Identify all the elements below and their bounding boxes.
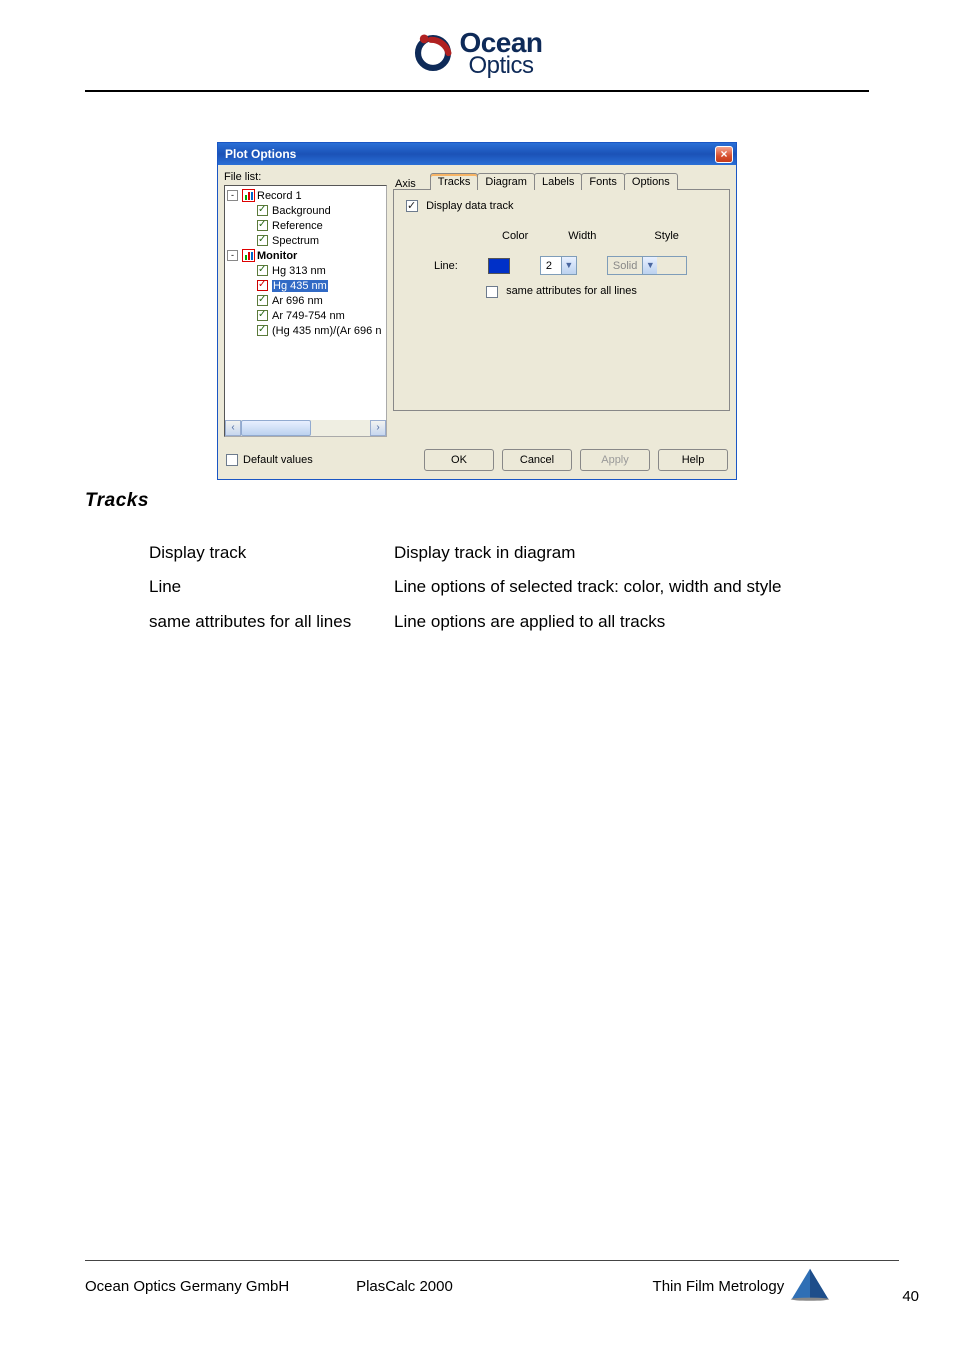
definition-term: Display track bbox=[149, 542, 394, 564]
checkbox-icon[interactable] bbox=[257, 235, 268, 246]
definition-desc: Line options are applied to all tracks bbox=[394, 611, 869, 633]
expand-icon[interactable]: - bbox=[227, 190, 238, 201]
chart-icon bbox=[242, 249, 255, 262]
definition-desc: Display track in diagram bbox=[394, 542, 869, 564]
triangle-logo-icon bbox=[790, 1267, 830, 1305]
checkbox-icon[interactable] bbox=[257, 265, 268, 276]
tracks-panel: Display data track Color Width Style Lin… bbox=[393, 189, 730, 411]
checkbox-icon[interactable] bbox=[257, 280, 268, 291]
checkbox-icon[interactable] bbox=[257, 205, 268, 216]
tree-item-hg313[interactable]: Hg 313 nm bbox=[272, 265, 326, 277]
cancel-button[interactable]: Cancel bbox=[502, 449, 572, 471]
display-data-track-checkbox[interactable] bbox=[406, 200, 418, 212]
scroll-right-icon[interactable]: › bbox=[370, 420, 386, 436]
display-data-track-label: Display data track bbox=[426, 200, 513, 212]
line-style-combo[interactable]: Solid ▼ bbox=[607, 256, 687, 275]
color-header: Color bbox=[502, 230, 528, 242]
tree-item-monitor[interactable]: Monitor bbox=[257, 250, 297, 262]
footer-rule bbox=[85, 1260, 899, 1261]
tree-item-ar696[interactable]: Ar 696 nm bbox=[272, 295, 323, 307]
footer-company: Ocean Optics Germany GmbH bbox=[85, 1278, 356, 1295]
checkbox-icon[interactable] bbox=[257, 325, 268, 336]
definitions-table: Display track Display track in diagram L… bbox=[149, 542, 869, 632]
chevron-down-icon[interactable]: ▼ bbox=[561, 257, 576, 274]
definition-row: same attributes for all lines Line optio… bbox=[149, 611, 869, 633]
definition-row: Line Line options of selected track: col… bbox=[149, 576, 869, 598]
file-list-label: File list: bbox=[224, 171, 387, 183]
definition-term: same attributes for all lines bbox=[149, 611, 394, 633]
width-header: Width bbox=[568, 230, 596, 242]
page-number: 40 bbox=[902, 1288, 919, 1305]
apply-button[interactable]: Apply bbox=[580, 449, 650, 471]
header-rule bbox=[85, 90, 869, 92]
file-list-tree[interactable]: - Record 1 Background Reference bbox=[224, 185, 387, 437]
style-header: Style bbox=[654, 230, 678, 242]
tree-item-record1[interactable]: Record 1 bbox=[257, 190, 302, 202]
default-values-label: Default values bbox=[243, 454, 313, 466]
close-icon[interactable]: × bbox=[715, 146, 733, 163]
header-logo: Ocean Optics bbox=[85, 30, 869, 80]
tree-item-ratio[interactable]: (Hg 435 nm)/(Ar 696 n bbox=[272, 325, 381, 337]
expand-icon[interactable]: - bbox=[227, 250, 238, 261]
checkbox-icon[interactable] bbox=[257, 310, 268, 321]
checkbox-icon[interactable] bbox=[257, 295, 268, 306]
tab-diagram[interactable]: Diagram bbox=[477, 173, 535, 190]
tab-strip: Tracks Diagram Labels Fonts Options bbox=[430, 171, 678, 190]
tree-item-ar749[interactable]: Ar 749-754 nm bbox=[272, 310, 345, 322]
line-width-value: 2 bbox=[541, 260, 561, 272]
dialog-titlebar[interactable]: Plot Options × bbox=[218, 143, 736, 165]
tree-item-background[interactable]: Background bbox=[272, 205, 331, 217]
help-button[interactable]: Help bbox=[658, 449, 728, 471]
tree-item-spectrum[interactable]: Spectrum bbox=[272, 235, 319, 247]
dialog-title: Plot Options bbox=[225, 147, 296, 161]
tab-tracks[interactable]: Tracks bbox=[430, 173, 479, 190]
ok-button[interactable]: OK bbox=[424, 449, 494, 471]
checkbox-icon[interactable] bbox=[257, 220, 268, 231]
chart-icon bbox=[242, 189, 255, 202]
logo-line-2: Optics bbox=[459, 55, 542, 77]
tab-fonts[interactable]: Fonts bbox=[581, 173, 625, 190]
scroll-thumb[interactable] bbox=[241, 420, 311, 436]
scroll-track[interactable] bbox=[241, 420, 370, 436]
tree-item-hg435[interactable]: Hg 435 nm bbox=[272, 280, 328, 292]
tree-item-reference[interactable]: Reference bbox=[272, 220, 323, 232]
same-attributes-label: same attributes for all lines bbox=[506, 285, 637, 297]
line-color-swatch[interactable] bbox=[488, 258, 510, 274]
same-attributes-checkbox[interactable] bbox=[486, 286, 498, 298]
footer-product: PlasCalc 2000 bbox=[356, 1278, 602, 1295]
line-style-value: Solid bbox=[608, 260, 642, 272]
definition-desc: Line options of selected track: color, w… bbox=[394, 576, 869, 598]
footer-tagline: Thin Film Metrology bbox=[653, 1278, 785, 1295]
ocean-optics-icon bbox=[411, 31, 455, 75]
chevron-down-icon[interactable]: ▼ bbox=[642, 257, 657, 274]
line-width-combo[interactable]: 2 ▼ bbox=[540, 256, 577, 275]
definition-row: Display track Display track in diagram bbox=[149, 542, 869, 564]
axis-static-label: Axis bbox=[395, 178, 416, 190]
section-heading-tracks: Tracks bbox=[85, 490, 869, 512]
line-label: Line: bbox=[434, 260, 458, 272]
definition-term: Line bbox=[149, 576, 394, 598]
plot-options-dialog: Plot Options × File list: - Record 1 bbox=[217, 142, 737, 480]
scroll-left-icon[interactable]: ‹ bbox=[225, 420, 241, 436]
tab-options[interactable]: Options bbox=[624, 173, 678, 190]
default-values-checkbox[interactable] bbox=[226, 454, 238, 466]
tree-scrollbar[interactable]: ‹ › bbox=[225, 420, 386, 436]
tab-labels[interactable]: Labels bbox=[534, 173, 582, 190]
